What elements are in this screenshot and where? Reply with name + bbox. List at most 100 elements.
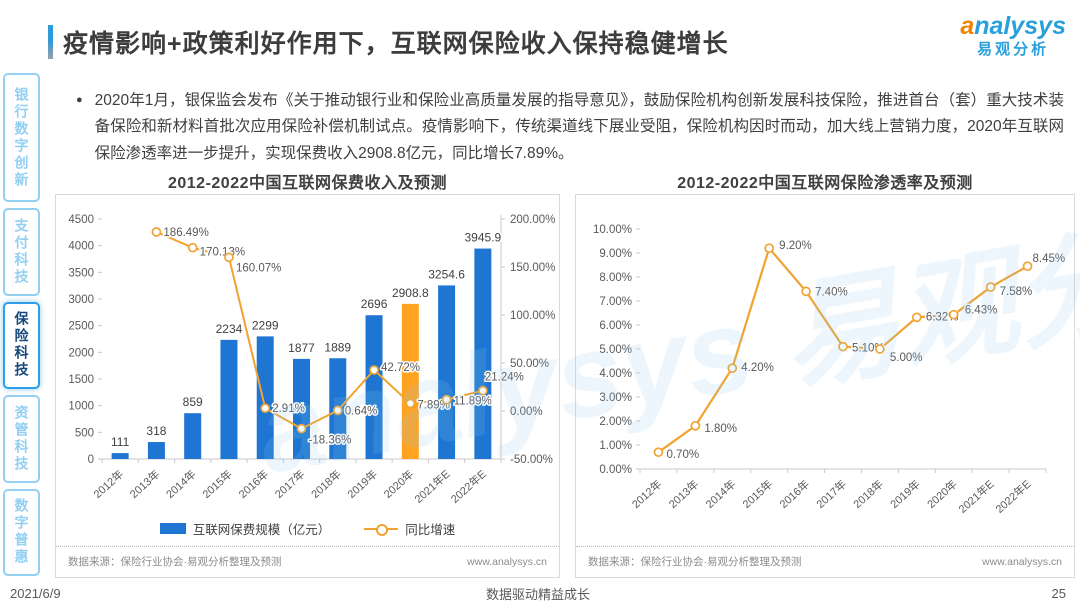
svg-text:50.00%: 50.00%	[510, 358, 549, 370]
svg-text:8.00%: 8.00%	[599, 272, 632, 284]
sidebar-item-asset-mgmt-tech[interactable]: 资管科技	[3, 395, 40, 483]
svg-text:-18.36%: -18.36%	[309, 435, 352, 447]
svg-text:4.00%: 4.00%	[599, 368, 632, 380]
svg-text:10.00%: 10.00%	[593, 224, 632, 236]
svg-text:2014年: 2014年	[163, 467, 199, 501]
logo-swoosh-icon: a	[960, 12, 975, 40]
svg-text:2017年: 2017年	[813, 477, 849, 511]
svg-text:160.07%: 160.07%	[236, 262, 281, 274]
svg-text:2.91%: 2.91%	[272, 403, 305, 415]
svg-text:2019年: 2019年	[344, 467, 380, 501]
svg-text:4000: 4000	[68, 241, 94, 253]
sidebar-item-label: 支付科技	[13, 217, 30, 286]
svg-text:2015年: 2015年	[199, 467, 235, 501]
penetration-chart-panel: 0.00% 1.00% 2.00% 3.00% 4.00% 5.00% 6.00% 7.00%…	[575, 194, 1075, 578]
sidebar-item-label: 数字普惠	[13, 498, 30, 567]
svg-text:2012年: 2012年	[629, 477, 665, 511]
svg-text:9.00%: 9.00%	[599, 248, 632, 260]
svg-text:42.72%: 42.72%	[381, 362, 420, 374]
sidebar-item-payment-tech[interactable]: 支付科技	[3, 208, 40, 296]
logo-brand-text: nalysys	[974, 12, 1066, 40]
penetration-chart-source-row: 数据来源：保险行业协会·易观分析整理及预测 www.analysys.cn	[576, 546, 1074, 577]
svg-text:200.00%: 200.00%	[510, 214, 555, 226]
summary-text: 2020年1月，银保监会发布《关于推动银行业和保险业高质量发展的指导意见》，鼓励…	[94, 92, 1064, 162]
svg-text:3500: 3500	[68, 267, 94, 279]
line-swatch-icon	[364, 523, 399, 536]
svg-text:-50.00%: -50.00%	[510, 454, 553, 466]
svg-text:7.00%: 7.00%	[599, 296, 632, 308]
logo-chinese-text: 易观分析	[977, 40, 1050, 58]
premium-chart-panel: 0 500 1000 1500 2000 2500 3000 3500 4000 4500 -50.…	[55, 194, 560, 578]
svg-text:7.40%: 7.40%	[815, 286, 848, 298]
svg-text:0.70%: 0.70%	[666, 449, 699, 461]
penetration-chart-title: 2012-2022中国互联网保险渗透率及预测	[677, 175, 973, 192]
svg-text:2021年E: 2021年E	[955, 477, 996, 516]
analysys-url-link[interactable]: www.analysys.cn	[467, 555, 547, 568]
svg-text:2020年: 2020年	[381, 467, 417, 501]
svg-text:2013年: 2013年	[666, 477, 702, 511]
legend-label: 同比增速	[405, 523, 456, 537]
svg-text:1.80%: 1.80%	[704, 423, 737, 435]
legend-label: 互联网保费规模（亿元）	[192, 523, 331, 537]
svg-text:1000: 1000	[68, 401, 94, 413]
svg-text:0.00%: 0.00%	[510, 406, 543, 418]
svg-text:6.43%: 6.43%	[965, 305, 998, 317]
svg-text:3000: 3000	[68, 294, 94, 306]
sidebar: 银行数字创新 支付科技 保险科技 资管科技 数字普惠	[3, 73, 40, 576]
svg-text:5.00%: 5.00%	[890, 352, 923, 364]
bullet-icon: ●	[76, 94, 83, 106]
svg-text:2021年E: 2021年E	[411, 467, 452, 506]
svg-text:3254.6: 3254.6	[428, 267, 465, 281]
footer-date: 2021/6/9	[10, 586, 61, 601]
sidebar-item-label: 银行数字创新	[13, 86, 30, 189]
svg-text:11.89%: 11.89%	[454, 396, 492, 408]
svg-text:2016年: 2016年	[235, 467, 271, 501]
svg-text:100.00%: 100.00%	[510, 310, 555, 322]
footer: 2021/6/9 数据驱动精益成长 25	[10, 584, 1066, 603]
svg-text:2022年E: 2022年E	[992, 477, 1033, 516]
penetration-chart-canvas: 0.00% 1.00% 2.00% 3.00% 4.00% 5.00% 6.00% 7.00%…	[576, 195, 1074, 539]
analysys-url-link[interactable]: www.analysys.cn	[982, 555, 1062, 568]
footer-slogan: 数据驱动精益成长	[485, 587, 590, 602]
svg-text:2012年: 2012年	[90, 467, 126, 501]
sidebar-item-insurance-tech[interactable]: 保险科技	[3, 301, 40, 390]
svg-text:150.00%: 150.00%	[510, 262, 555, 274]
svg-text:2015年: 2015年	[739, 477, 775, 511]
sidebar-item-label: 资管科技	[13, 404, 30, 473]
premium-chart-source-row: 数据来源：保险行业协会·易观分析整理及预测 www.analysys.cn	[56, 546, 559, 577]
svg-text:7.58%: 7.58%	[1000, 286, 1033, 298]
data-source-text: 数据来源：保险行业协会·易观分析整理及预测	[588, 556, 802, 568]
svg-text:8.45%: 8.45%	[1033, 253, 1066, 265]
svg-text:2019年: 2019年	[887, 477, 923, 511]
svg-text:859: 859	[183, 395, 203, 409]
svg-text:2018年: 2018年	[850, 477, 886, 511]
svg-text:1.00%: 1.00%	[599, 440, 632, 452]
footer-page-number: 25	[1051, 586, 1066, 601]
svg-text:2.00%: 2.00%	[599, 416, 632, 428]
sidebar-item-banking-digital[interactable]: 银行数字创新	[3, 73, 40, 203]
svg-text:2017年: 2017年	[272, 467, 308, 501]
svg-text:2299: 2299	[252, 318, 279, 332]
svg-text:1877: 1877	[288, 341, 315, 355]
svg-text:2696: 2696	[361, 297, 388, 311]
title-accent-bar	[48, 25, 53, 59]
svg-text:500: 500	[75, 427, 94, 439]
svg-text:2234: 2234	[216, 322, 243, 336]
sidebar-item-digital-inclusion[interactable]: 数字普惠	[3, 488, 40, 576]
svg-text:186.49%: 186.49%	[163, 227, 208, 239]
premium-chart-legend: 互联网保费规模（亿元） 同比增速	[56, 519, 559, 538]
svg-text:6.00%: 6.00%	[599, 320, 632, 332]
summary-block: ● 2020年1月，银保监会发布《关于推动银行业和保险业高质量发展的指导意见》，…	[76, 88, 1064, 167]
svg-text:0.00%: 0.00%	[599, 464, 632, 476]
premium-chart-canvas: 0 500 1000 1500 2000 2500 3000 3500 4000 4500 -50.…	[56, 195, 559, 525]
bar-swatch-icon	[159, 523, 186, 534]
svg-text:111: 111	[111, 435, 130, 449]
header: 疫情影响+政策利好作用下，互联网保险收入保持稳健增长	[48, 24, 950, 60]
svg-text:0.64%: 0.64%	[345, 405, 378, 417]
svg-text:2020年: 2020年	[924, 477, 960, 511]
svg-text:4500: 4500	[68, 214, 94, 226]
svg-text:318: 318	[146, 424, 166, 438]
svg-text:2908.8: 2908.8	[392, 286, 429, 300]
svg-text:3945.9: 3945.9	[465, 231, 502, 245]
